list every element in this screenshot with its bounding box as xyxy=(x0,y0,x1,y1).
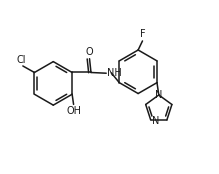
Text: OH: OH xyxy=(66,106,81,116)
Text: N: N xyxy=(152,116,159,126)
Text: F: F xyxy=(140,29,145,39)
Text: Cl: Cl xyxy=(17,54,26,65)
Text: N: N xyxy=(155,90,162,100)
Text: NH: NH xyxy=(107,68,121,78)
Text: O: O xyxy=(85,47,93,57)
